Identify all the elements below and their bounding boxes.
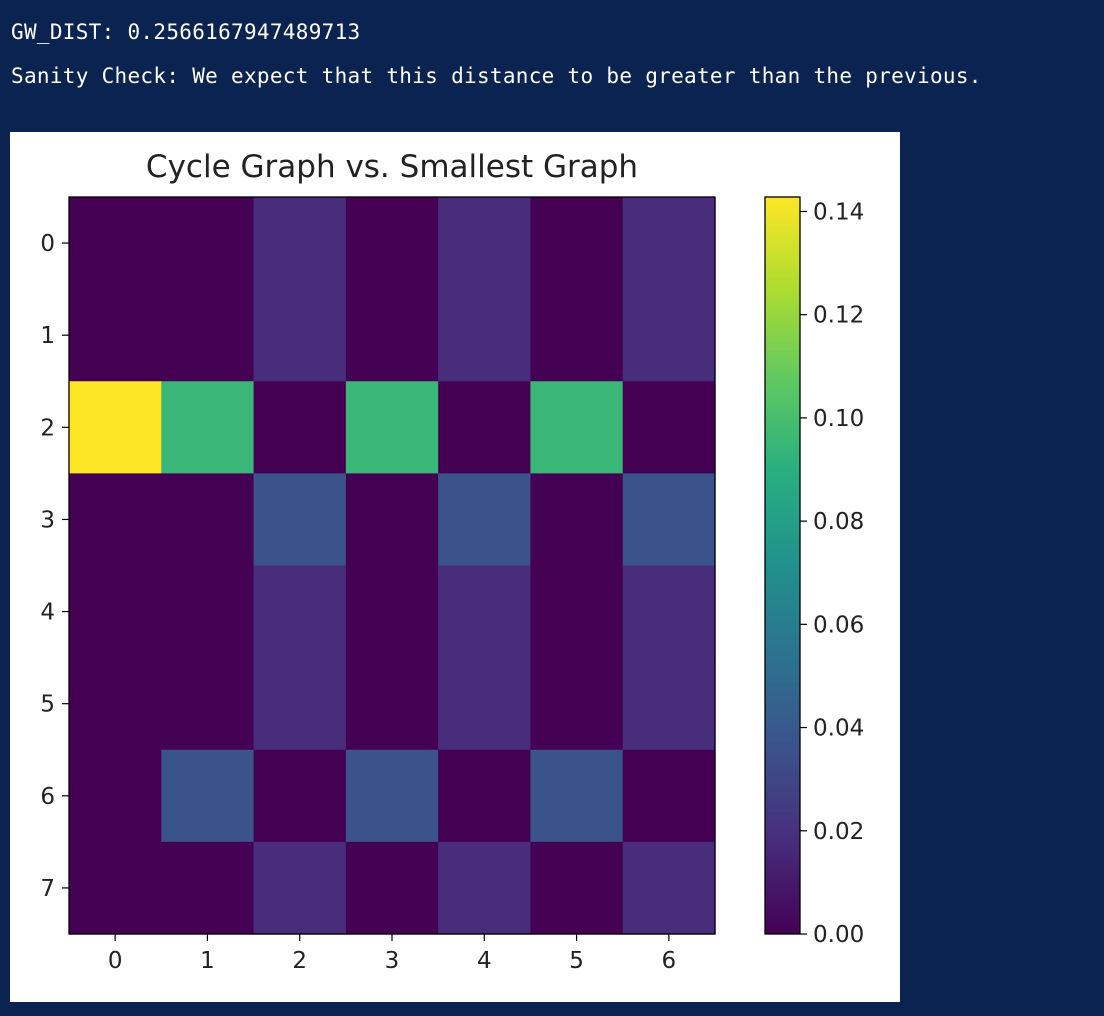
x-tick-label-1: 1 xyxy=(200,948,215,974)
heatmap-cell-r3-c0 xyxy=(69,473,162,567)
x-tick-label-4: 4 xyxy=(477,948,492,974)
heatmap-cell-r6-c0 xyxy=(69,749,162,843)
heatmap-cell-r2-c5 xyxy=(530,381,624,474)
heatmap-chart: Cycle Graph vs. Smallest Graph 0 1 2 3 4 5 6 0 1… xyxy=(40,149,864,974)
colorbar-tick-label-6: 0.12 xyxy=(813,303,864,329)
heatmap-cell-r1-c0 xyxy=(69,289,162,382)
colorbar-tick-label-2: 0.04 xyxy=(813,716,864,742)
heatmap-cell-r1-c6 xyxy=(622,289,716,382)
heatmap-cell-r6-c4 xyxy=(438,749,532,843)
heatmap-cell-r3-c6 xyxy=(622,473,716,567)
heatmap-cell-r7-c0 xyxy=(69,841,162,935)
colorbar-tick-label-5: 0.10 xyxy=(813,406,864,432)
heatmap-cell-r0-c6 xyxy=(622,197,716,290)
heatmap-cell-r2-c1 xyxy=(161,381,255,474)
y-tick-label-3: 3 xyxy=(40,507,55,533)
chart-title: Cycle Graph vs. Smallest Graph xyxy=(146,149,638,185)
heatmap-cell-r5-c0 xyxy=(69,657,162,751)
y-tick-label-6: 6 xyxy=(40,784,55,810)
heatmap-cell-r6-c3 xyxy=(345,749,439,843)
colorbar-tick-label-1: 0.02 xyxy=(813,819,864,845)
heatmap-figure: Cycle Graph vs. Smallest Graph 0 1 2 3 4 5 6 0 1… xyxy=(10,132,900,1002)
heatmap-cell-r6-c6 xyxy=(622,749,716,843)
gw-dist-output: GW_DIST: 0.2566167947489713 xyxy=(11,20,361,44)
x-tick-label-2: 2 xyxy=(292,948,307,974)
heatmap-cell-r0-c0 xyxy=(69,197,162,290)
heatmap-cell-r7-c1 xyxy=(161,841,255,935)
heatmap-cell-r3-c2 xyxy=(253,473,347,567)
heatmap-cell-r5-c4 xyxy=(438,657,532,751)
heatmap-cell-r2-c0 xyxy=(69,381,162,474)
sanity-check-output: Sanity Check: We expect that this distan… xyxy=(11,64,982,88)
heatmap-cell-r7-c3 xyxy=(345,841,439,935)
heatmap-cell-r3-c3 xyxy=(345,473,439,567)
heatmap-cell-r4-c6 xyxy=(622,565,716,659)
heatmap-cell-r2-c3 xyxy=(345,381,439,474)
heatmap-cell-r2-c4 xyxy=(438,381,532,474)
y-tick-label-0: 0 xyxy=(40,231,55,257)
heatmap-cell-r7-c2 xyxy=(253,841,347,935)
heatmap-cell-r6-c5 xyxy=(530,749,624,843)
heatmap-cell-r7-c5 xyxy=(530,841,624,935)
heatmap-cell-r1-c4 xyxy=(438,289,532,382)
heatmap-cell-r1-c1 xyxy=(161,289,255,382)
heatmap-cell-r4-c5 xyxy=(530,565,624,659)
x-tick-label-0: 0 xyxy=(108,948,123,974)
colorbar-tick-label-0: 0.00 xyxy=(813,922,864,948)
heatmap-cell-r6-c2 xyxy=(253,749,347,843)
x-tick-label-3: 3 xyxy=(385,948,400,974)
heatmap-cell-r1-c5 xyxy=(530,289,624,382)
heatmap-cell-r4-c4 xyxy=(438,565,532,659)
y-tick-label-1: 1 xyxy=(40,323,55,349)
heatmap-cell-r2-c2 xyxy=(253,381,347,474)
heatmap-cell-r7-c6 xyxy=(622,841,716,935)
x-tick-label-6: 6 xyxy=(662,948,677,974)
heatmap-cell-r3-c5 xyxy=(530,473,624,567)
heatmap-cell-r1-c2 xyxy=(253,289,347,382)
heatmap-cell-r5-c3 xyxy=(345,657,439,751)
colorbar xyxy=(764,196,801,935)
heatmap-cell-r4-c0 xyxy=(69,565,162,659)
colorbar-tick-label-3: 0.06 xyxy=(813,612,864,638)
heatmap-cell-r5-c6 xyxy=(622,657,716,751)
heatmap-cell-r3-c1 xyxy=(161,473,255,567)
heatmap-cell-r0-c1 xyxy=(161,197,255,290)
y-tick-label-5: 5 xyxy=(40,692,55,718)
heatmap-cell-r0-c2 xyxy=(253,197,347,290)
colorbar-tick-label-7: 0.14 xyxy=(813,199,864,225)
heatmap-cell-r2-c6 xyxy=(622,381,716,474)
heatmap-cell-r0-c5 xyxy=(530,197,624,290)
heatmap-cell-r5-c5 xyxy=(530,657,624,751)
y-tick-label-4: 4 xyxy=(40,600,55,626)
heatmap-cell-r1-c3 xyxy=(345,289,439,382)
heatmap-cell-r5-c2 xyxy=(253,657,347,751)
y-tick-label-2: 2 xyxy=(40,415,55,441)
y-tick-label-7: 7 xyxy=(40,876,55,902)
x-tick-label-5: 5 xyxy=(569,948,584,974)
heatmap-cell-r0-c4 xyxy=(438,197,532,290)
colorbar-tick-label-4: 0.08 xyxy=(813,509,864,535)
heatmap-cell-r6-c1 xyxy=(161,749,255,843)
heatmap-cell-r4-c2 xyxy=(253,565,347,659)
heatmap-cell-r5-c1 xyxy=(161,657,255,751)
heatmap-cell-r3-c4 xyxy=(438,473,532,567)
heatmap-cell-r4-c1 xyxy=(161,565,255,659)
heatmap-cell-r0-c3 xyxy=(345,197,439,290)
heatmap-cell-r7-c4 xyxy=(438,841,532,935)
heatmap-cell-r4-c3 xyxy=(345,565,439,659)
